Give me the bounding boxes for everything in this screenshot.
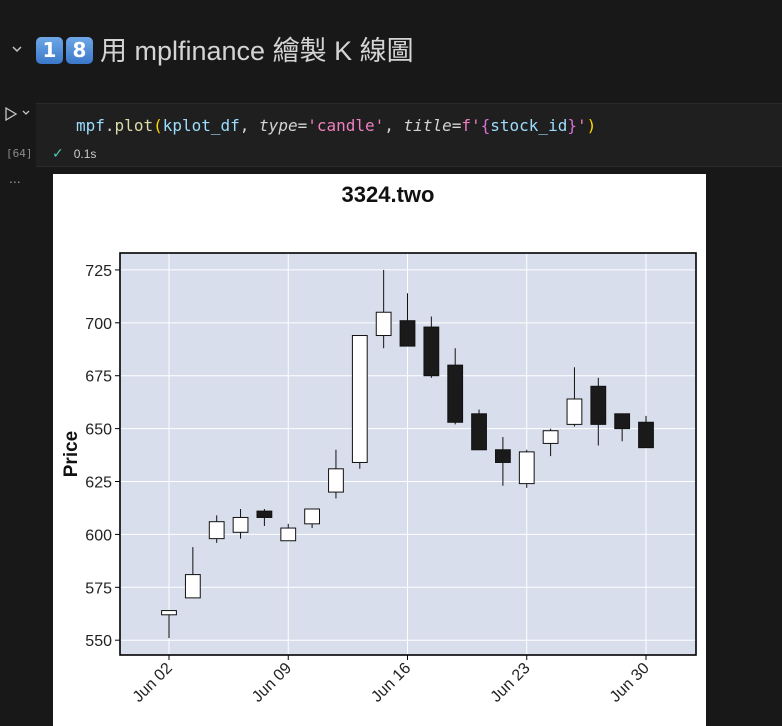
candle-body [256,510,273,518]
run-options-chevron-icon[interactable] [21,108,31,118]
execution-duration: 0.1s [73,147,97,161]
code-token-fstring-end: ' [576,116,587,135]
code-token-argument: kplot_df [162,116,240,135]
candle-body [471,413,487,451]
checkmark-icon: ✓ [52,145,64,161]
x-tick-label: Jun 09 [249,660,295,706]
code-token-fstring-variable: stock_id [490,116,568,135]
chevron-down-icon[interactable] [10,42,24,56]
code-token-open-paren: ( [153,116,163,135]
candle-body [638,421,654,449]
candlestick-chart: 3324.two 550 575 600 625 650 675 700 725 Jun 02 Ju… [61,182,697,706]
markdown-heading: 1 8 用 mplfinance 繪製 K 線圖 [0,28,782,78]
candle-body [375,311,392,337]
candle-body [590,385,607,425]
candle-body [184,574,201,599]
code-token-equals: = [451,116,462,135]
candle-body [495,449,511,463]
code-token-module: mpf [76,116,105,135]
section-title: 用 mplfinance 繪製 K 線圖 [100,36,414,66]
x-tick-label: Jun 30 [607,660,653,706]
candle-body [614,413,631,430]
y-axis-label: Price [61,431,82,477]
y-tick-label: 650 [85,422,112,439]
x-tick-label: Jun 02 [130,660,176,706]
code-token-equals: = [297,116,308,135]
code-token-param-title: title [403,116,452,135]
candle-body [161,610,177,616]
candle-body [423,326,440,377]
candle-body [304,508,320,525]
code-token-function: plot [114,116,154,135]
candle-body [208,521,225,540]
code-token-close-paren: ) [586,116,597,135]
execution-count: [64] [6,147,33,160]
x-tick-label: Jun 23 [488,660,534,706]
candle-body [328,468,344,493]
code-token-string-candle: 'candle' [307,116,385,135]
candle-body [232,516,249,533]
candle-body [351,335,368,463]
candle-body [518,451,535,485]
code-token-fstring-open-brace: { [480,116,491,135]
code-cell[interactable] [36,103,782,167]
y-tick-label: 625 [85,475,112,492]
keycap-8-icon: 8 [66,37,93,64]
code-token-fstring-prefix: f' [461,116,481,135]
x-tick-label: Jun 16 [368,660,414,706]
candle-body [566,398,583,425]
y-tick-label: 550 [85,633,112,650]
code-token-param-type: type [259,116,298,135]
candle-body [280,527,297,542]
chart-title: 3324.two [342,182,435,207]
y-tick-label: 675 [85,369,112,386]
y-tick-label: 700 [85,316,112,333]
code-token-dot: . [104,116,115,135]
candle-body [542,430,559,444]
output-actions-ellipsis[interactable]: ... [9,170,21,186]
code-token-separator: , [239,116,260,135]
code-editor-line[interactable]: mpf.plot(kplot_df, type='candle', title=… [76,116,596,135]
y-tick-label: 725 [85,263,112,280]
code-token-fstring-close-brace: } [567,116,577,135]
cell-output-image: 3324.two 550 575 600 625 650 675 700 725 Jun 02 Ju… [53,174,706,726]
y-tick-label: 600 [85,527,112,544]
code-token-separator: , [384,116,404,135]
run-cell-icon[interactable] [4,106,18,122]
execution-status: ✓ 0.1s [52,145,96,162]
candle-body [447,364,464,423]
keycap-1-icon: 1 [36,37,63,64]
candle-body [399,320,416,347]
y-tick-label: 575 [85,580,112,597]
